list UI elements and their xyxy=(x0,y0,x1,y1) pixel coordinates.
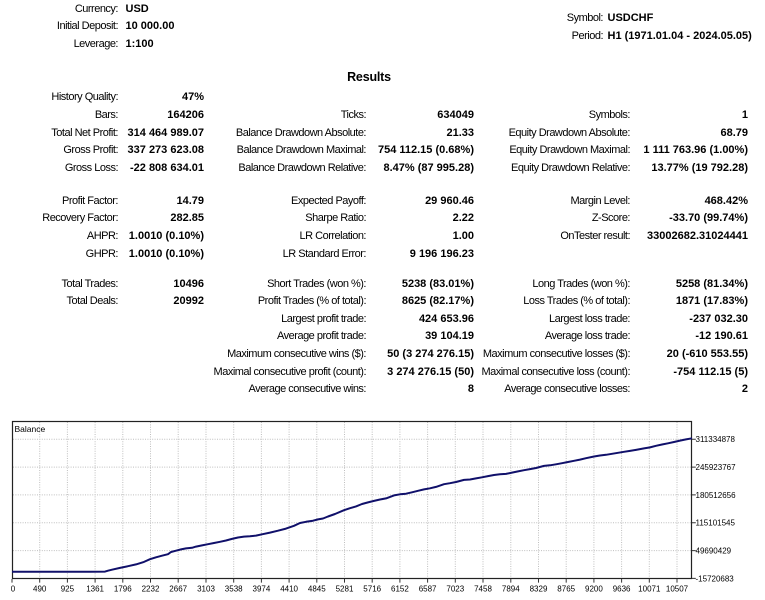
svg-text:9200: 9200 xyxy=(585,585,603,594)
svg-text:7023: 7023 xyxy=(446,585,464,594)
svg-text:180512656: 180512656 xyxy=(696,491,737,500)
svg-text:0: 0 xyxy=(11,585,16,594)
svg-text:10507: 10507 xyxy=(666,585,689,594)
svg-text:9636: 9636 xyxy=(613,585,631,594)
svg-text:2232: 2232 xyxy=(142,585,160,594)
svg-text:-15720683: -15720683 xyxy=(696,574,735,583)
svg-text:6152: 6152 xyxy=(391,585,409,594)
svg-text:1796: 1796 xyxy=(114,585,132,594)
svg-text:6587: 6587 xyxy=(419,585,437,594)
svg-text:115101545: 115101545 xyxy=(696,519,736,528)
svg-text:Balance: Balance xyxy=(15,424,46,434)
svg-text:5716: 5716 xyxy=(363,585,381,594)
svg-text:5281: 5281 xyxy=(336,585,354,594)
svg-text:8765: 8765 xyxy=(557,585,575,594)
svg-text:49690429: 49690429 xyxy=(696,547,732,556)
svg-text:7458: 7458 xyxy=(474,585,492,594)
svg-text:490: 490 xyxy=(33,585,47,594)
svg-text:7894: 7894 xyxy=(502,585,520,594)
svg-text:311334878: 311334878 xyxy=(696,435,736,444)
svg-text:925: 925 xyxy=(61,585,75,594)
svg-text:245923767: 245923767 xyxy=(696,463,737,472)
svg-text:3538: 3538 xyxy=(225,585,243,594)
svg-text:3974: 3974 xyxy=(253,585,271,594)
svg-text:1361: 1361 xyxy=(86,585,104,594)
svg-text:8329: 8329 xyxy=(530,585,548,594)
svg-text:4845: 4845 xyxy=(308,585,326,594)
svg-text:10071: 10071 xyxy=(638,585,661,594)
svg-text:4410: 4410 xyxy=(280,585,298,594)
svg-text:2667: 2667 xyxy=(169,585,187,594)
svg-text:3103: 3103 xyxy=(197,585,215,594)
